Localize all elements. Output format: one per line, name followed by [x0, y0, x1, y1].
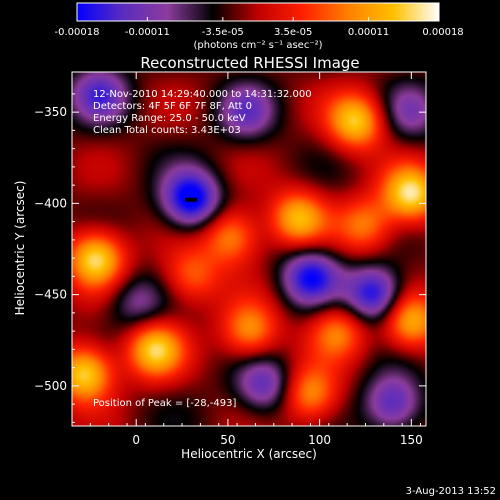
chart-title: Reconstructed RHESSI Image: [140, 54, 359, 72]
colorbar-tick-label: 0.00018: [422, 27, 463, 38]
minimum-marker: [185, 197, 198, 202]
x-tick-label: 100: [308, 433, 331, 447]
peak-position-label: Position of Peak = [-28,-493]: [93, 398, 237, 409]
info-line: Clean Total counts: 3.43E+03: [93, 125, 241, 136]
y-tick-label: −400: [34, 196, 67, 210]
y-tick-label: −350: [34, 105, 67, 119]
timestamp: 3-Aug-2013 13:52: [406, 486, 496, 497]
colorbar-units: (photons cm⁻² s⁻¹ asec⁻²): [193, 40, 322, 51]
y-tick-label: −450: [34, 288, 67, 302]
colorbar-tick-label: 0.00011: [348, 27, 389, 38]
colorbar-tick-label: -3.5e-05: [202, 27, 244, 38]
info-line: 12-Nov-2010 14:29:40.000 to 14:31:32.000: [93, 89, 312, 100]
info-line: Detectors: 4F 5F 6F 7F 8F, Att 0: [93, 101, 252, 112]
y-axis-label: Heliocentric Y (arcsec): [13, 181, 27, 316]
colorbar-tick-label: 3.5e-05: [274, 27, 312, 38]
info-line: Energy Range: 25.0 - 50.0 keV: [93, 113, 246, 124]
axis-ticks: 0 50 100 150 −350 −400 −450 −500: [34, 72, 426, 447]
colorbar-tick-label: -0.00011: [125, 27, 170, 38]
plot-frame: [71, 71, 427, 427]
colorbar-gradient: [76, 2, 440, 22]
x-tick-label: 150: [400, 433, 423, 447]
peak-marker: [185, 197, 198, 202]
y-tick-label: −500: [34, 379, 67, 393]
x-tick-label: 0: [132, 433, 140, 447]
x-axis-label: Heliocentric X (arcsec): [181, 447, 317, 461]
colorbar-tick-label: -0.00018: [55, 27, 100, 38]
colorbar: -0.00018 -0.00011 -3.5e-05 3.5e-05 0.00011 0.…: [55, 2, 464, 51]
heatmap-image: [72, 72, 426, 426]
info-block: 12-Nov-2010 14:29:40.000 to 14:31:32.000…: [93, 89, 312, 136]
x-tick-label: 50: [220, 433, 235, 447]
plot-area: 0 50 100 150 −350 −400 −450 −500: [34, 71, 427, 447]
